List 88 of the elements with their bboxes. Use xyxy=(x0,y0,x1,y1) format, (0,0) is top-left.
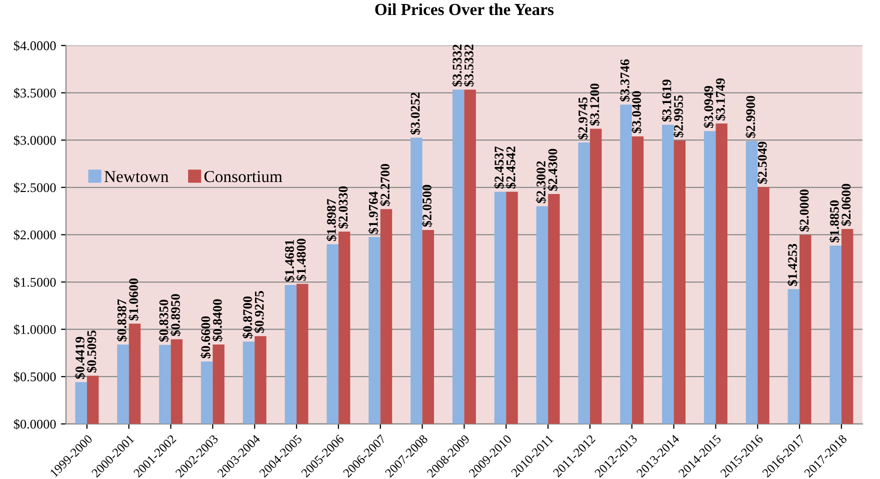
bar xyxy=(590,128,602,424)
bar xyxy=(758,186,770,424)
data-label: $2.2700 xyxy=(380,164,390,206)
bar xyxy=(620,104,632,424)
bar xyxy=(841,229,854,424)
data-label: $2.4537 xyxy=(494,146,504,189)
y-tick-label: $1.0000 xyxy=(14,324,56,335)
bar xyxy=(578,142,590,424)
data-label: $2.9955 xyxy=(673,95,684,138)
y-tick-label: $3.5000 xyxy=(14,88,56,98)
data-label: $0.5095 xyxy=(86,330,98,372)
y-tick-label: $2.0000 xyxy=(14,230,56,240)
y-tick-label: $4.0000 xyxy=(14,40,56,52)
bar xyxy=(800,234,812,424)
data-label: $3.1619 xyxy=(662,80,672,122)
data-label: $0.8400 xyxy=(212,299,223,342)
bar xyxy=(75,382,87,424)
data-label: $1.9764 xyxy=(368,192,379,234)
data-label: $0.4419 xyxy=(74,336,86,379)
bar xyxy=(242,342,255,424)
data-label: $2.9745 xyxy=(578,97,588,140)
data-label: $3.1749 xyxy=(715,78,726,120)
bar xyxy=(410,138,422,424)
data-label: $0.8350 xyxy=(158,300,170,342)
data-label: $2.9900 xyxy=(745,96,756,138)
y-tick-label: $1.5000 xyxy=(14,277,56,288)
data-label: $3.5332 xyxy=(464,44,474,86)
chart-title: Oil Prices Over the Years xyxy=(375,3,554,16)
data-label: $2.3002 xyxy=(536,161,546,204)
y-tick-label: $0.5000 xyxy=(14,372,56,382)
bar xyxy=(326,244,338,424)
bar xyxy=(128,324,141,424)
data-label: $1.4800 xyxy=(296,238,307,281)
bar xyxy=(368,236,380,424)
data-label: $2.0600 xyxy=(840,184,852,226)
bar xyxy=(159,344,171,424)
data-label: $2.0330 xyxy=(338,186,348,228)
bar xyxy=(170,339,183,424)
data-label: $3.0400 xyxy=(631,91,642,134)
bar xyxy=(86,376,99,424)
bar xyxy=(536,206,548,424)
data-label: $3.1200 xyxy=(589,84,600,126)
y-tick-label: $3.0000 xyxy=(14,135,56,146)
bar xyxy=(548,194,560,424)
bar xyxy=(200,361,213,424)
data-label: $0.8387 xyxy=(116,299,128,342)
bar xyxy=(338,232,350,424)
data-label: $3.3746 xyxy=(620,59,630,102)
y-tick-label: $0.0000 xyxy=(14,418,56,430)
data-label: $3.0949 xyxy=(703,86,714,128)
bar xyxy=(212,344,224,424)
data-label: $1.0600 xyxy=(128,278,139,320)
legend-label: Newtown xyxy=(104,171,169,182)
data-label: $2.5049 xyxy=(757,142,768,184)
bar xyxy=(380,209,392,424)
data-label: $1.4681 xyxy=(284,240,295,282)
data-label: $2.4542 xyxy=(506,146,516,188)
bar xyxy=(662,124,674,424)
y-tick-label: $2.5000 xyxy=(14,182,56,193)
legend-label: Consortium xyxy=(204,170,282,182)
bar xyxy=(788,289,800,424)
bar xyxy=(464,90,476,424)
data-label: $3.5332 xyxy=(452,44,463,86)
bar xyxy=(506,192,518,424)
data-label: $1.8987 xyxy=(326,198,337,242)
bar xyxy=(284,285,297,424)
data-label: $3.0252 xyxy=(410,92,421,134)
data-label: $1.8850 xyxy=(829,200,840,242)
bar xyxy=(452,90,464,424)
bar xyxy=(674,140,686,424)
bar xyxy=(704,131,716,424)
bar xyxy=(716,124,728,424)
data-label: $2.0000 xyxy=(799,190,810,232)
bar xyxy=(746,141,758,424)
bar xyxy=(830,246,842,424)
data-label: $0.8700 xyxy=(242,296,253,338)
bar xyxy=(117,344,129,424)
bar xyxy=(422,230,434,424)
bar xyxy=(254,336,266,424)
data-label: $2.0500 xyxy=(422,184,432,227)
data-label: $0.9275 xyxy=(254,290,265,333)
bar xyxy=(296,284,308,424)
data-label: $0.6600 xyxy=(200,316,212,358)
data-label: $2.4300 xyxy=(548,148,558,191)
bar xyxy=(632,136,644,424)
data-label: $0.8950 xyxy=(170,294,181,336)
bar xyxy=(494,192,506,424)
data-label: $1.4253 xyxy=(787,244,798,286)
